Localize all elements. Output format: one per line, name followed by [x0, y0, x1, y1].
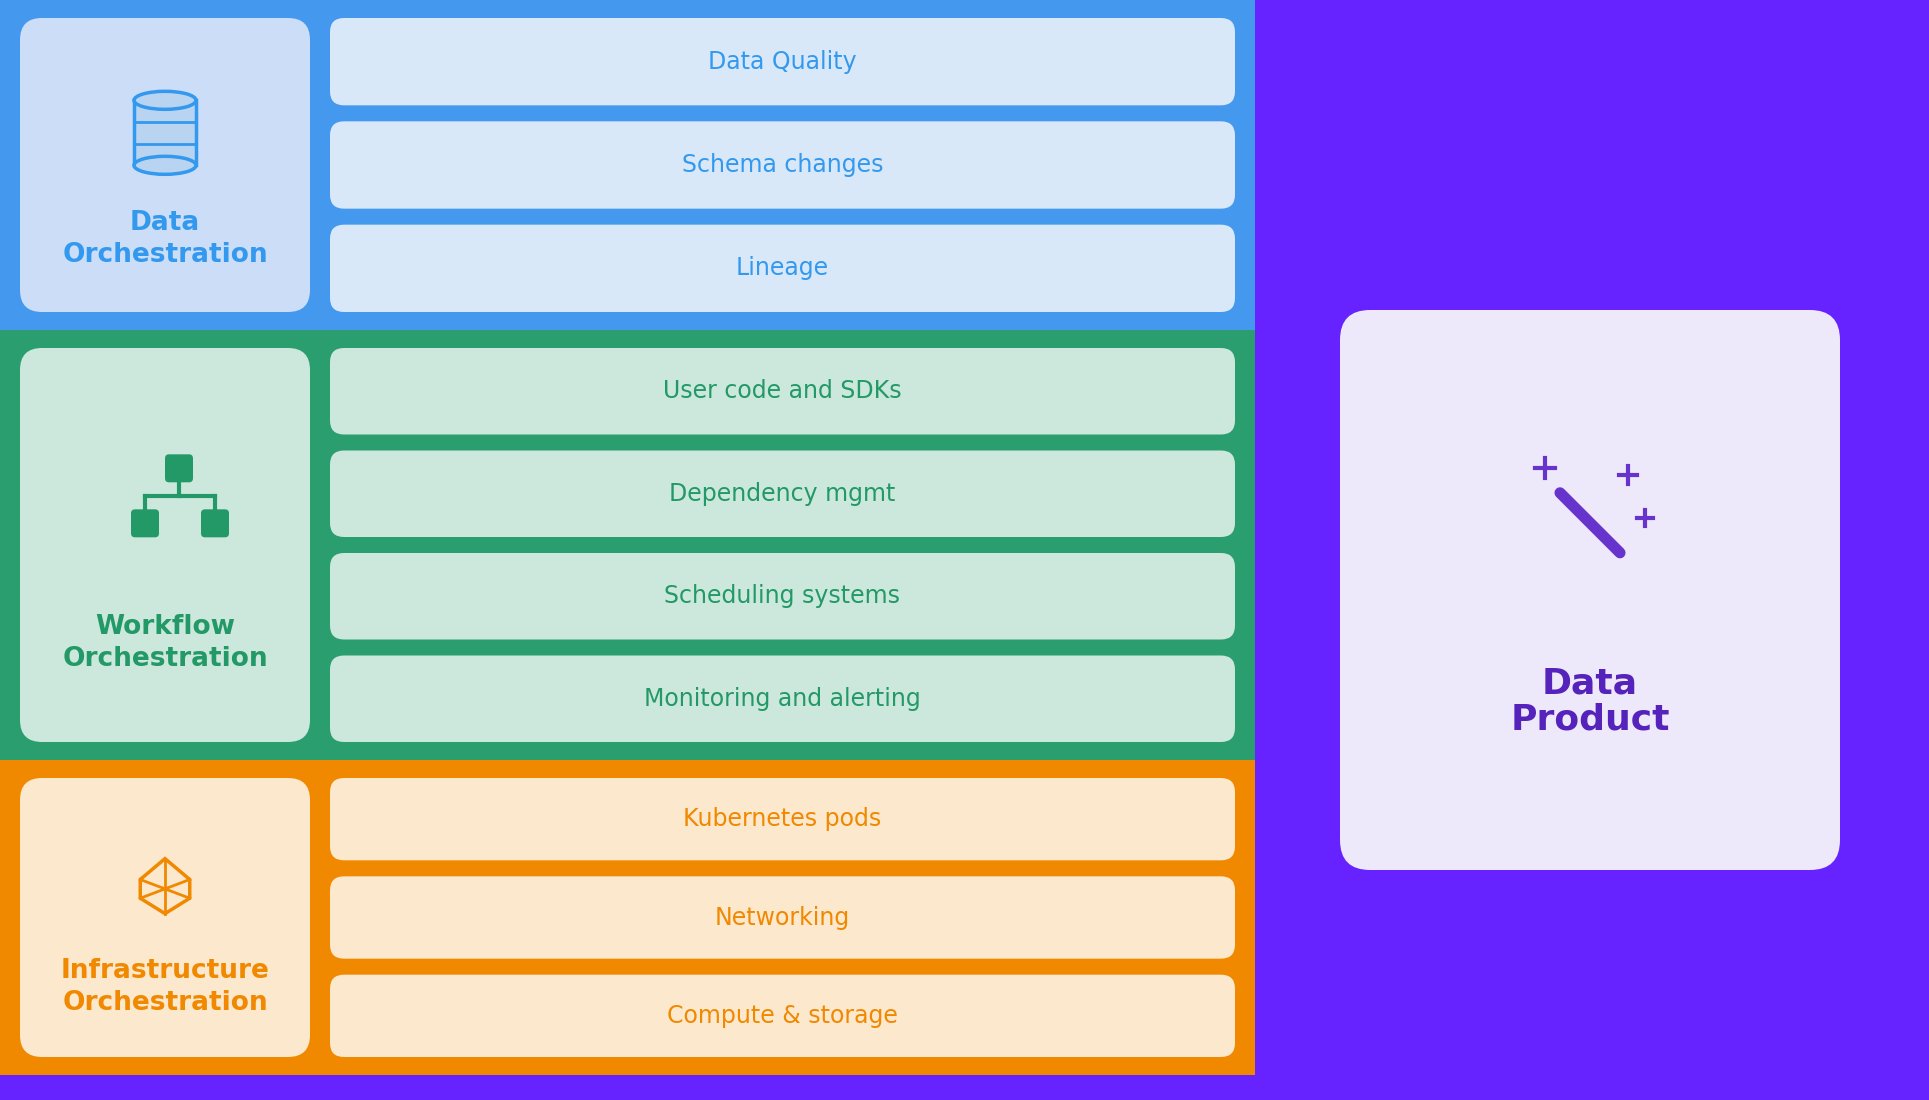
FancyBboxPatch shape [330, 18, 1235, 106]
Ellipse shape [133, 156, 197, 174]
Text: Infrastructure: Infrastructure [60, 958, 270, 984]
FancyBboxPatch shape [201, 509, 230, 537]
Text: Dependency mgmt: Dependency mgmt [669, 482, 895, 506]
Text: Orchestration: Orchestration [62, 242, 268, 267]
Text: User code and SDKs: User code and SDKs [664, 379, 903, 404]
FancyBboxPatch shape [330, 778, 1235, 860]
Bar [0, 330, 1256, 760]
FancyBboxPatch shape [330, 656, 1235, 743]
FancyBboxPatch shape [19, 348, 311, 742]
Text: Compute & storage: Compute & storage [667, 1004, 897, 1027]
FancyBboxPatch shape [166, 454, 193, 482]
Text: Workflow: Workflow [95, 615, 235, 640]
Text: Data Quality: Data Quality [708, 50, 856, 74]
Text: Lineage: Lineage [737, 256, 829, 280]
Text: Data: Data [129, 209, 201, 235]
FancyBboxPatch shape [330, 553, 1235, 639]
Ellipse shape [133, 91, 197, 109]
FancyBboxPatch shape [19, 18, 311, 312]
Text: Orchestration: Orchestration [62, 990, 268, 1016]
FancyBboxPatch shape [330, 121, 1235, 209]
FancyBboxPatch shape [1341, 310, 1840, 870]
FancyBboxPatch shape [330, 975, 1235, 1057]
FancyBboxPatch shape [330, 224, 1235, 312]
FancyBboxPatch shape [19, 778, 311, 1057]
FancyBboxPatch shape [330, 877, 1235, 959]
Text: Networking: Networking [716, 905, 851, 930]
FancyBboxPatch shape [330, 451, 1235, 537]
Text: Kubernetes pods: Kubernetes pods [683, 807, 882, 832]
Text: Monitoring and alerting: Monitoring and alerting [644, 686, 920, 711]
FancyBboxPatch shape [131, 509, 158, 537]
Text: Product: Product [1510, 703, 1671, 737]
Text: Schema changes: Schema changes [681, 153, 883, 177]
Bar [133, 100, 197, 165]
Text: Data: Data [1541, 667, 1638, 701]
Text: Scheduling systems: Scheduling systems [664, 584, 901, 608]
Text: Orchestration: Orchestration [62, 647, 268, 672]
Bar [0, 760, 1256, 1075]
FancyBboxPatch shape [330, 348, 1235, 435]
Bar [0, 0, 1256, 330]
